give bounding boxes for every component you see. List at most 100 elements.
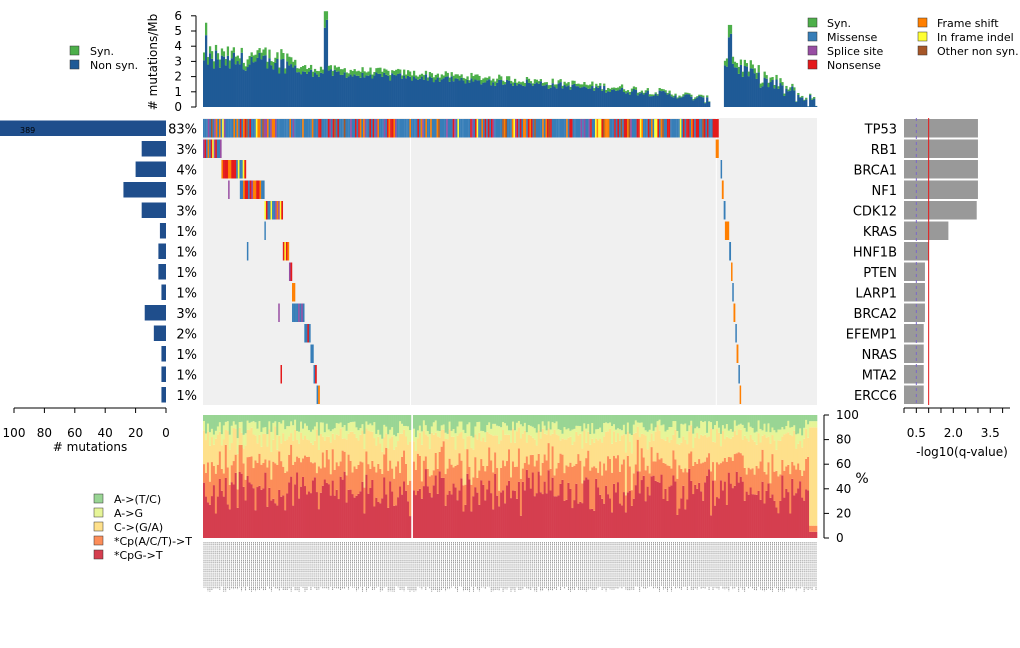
spectrum-segment: [660, 458, 663, 475]
tmb-bar-nonsyn: [603, 85, 606, 107]
spectrum-segment: [282, 466, 285, 496]
mutation-cell-tp53: [649, 119, 652, 138]
tmb-bar-nonsyn: [807, 106, 810, 107]
spectrum-segment: [238, 422, 241, 428]
gene-percent: 1%: [176, 286, 197, 301]
spectrum-segment: [650, 433, 653, 448]
spectrum-segment: [573, 428, 576, 442]
spectrum-segment: [371, 415, 374, 426]
spectrum-segment: [212, 415, 216, 435]
spectrum-segment: [692, 465, 695, 495]
spectrum-segment: [620, 505, 624, 538]
spectrum-segment: [478, 504, 481, 538]
mutation-cell-tp53: [516, 119, 519, 138]
tmb-bar-syn: [268, 49, 271, 59]
mutation-cell-tp53: [646, 119, 648, 138]
mutation-cell-tp53: [204, 119, 207, 138]
mutation-cell: [224, 160, 227, 179]
spectrum-segment: [567, 428, 570, 438]
mutation-cell-tp53: [388, 119, 391, 138]
mutation-cell-tp53: [609, 119, 612, 138]
tmb-bar-syn: [317, 71, 321, 77]
spectrum-segment: [315, 422, 319, 430]
spectrum-segment: [355, 437, 358, 469]
spectrum-segment: [490, 434, 493, 461]
tmb-bar-nonsyn: [690, 96, 693, 107]
spectrum-segment: [811, 421, 814, 428]
spectrum-segment: [660, 474, 663, 538]
spectrum-segment: [482, 465, 485, 485]
spectrum-segment: [620, 415, 624, 431]
spectrum-segment: [781, 475, 784, 538]
mutation-cell-cluster2: [735, 324, 737, 343]
spectrum-segment: [743, 467, 746, 501]
spectrum-segment: [573, 500, 576, 538]
mutation-cell-tp53: [670, 119, 672, 138]
mutation-cell-tp53: [372, 119, 375, 138]
mutation-cell-tp53: [227, 119, 229, 138]
tmb-bar-nonsyn: [203, 60, 206, 107]
spectrum-segment: [274, 463, 277, 504]
spectrum-segment: [543, 454, 546, 482]
spectrum-segment: [381, 473, 384, 499]
spectrum-segment: [264, 472, 267, 538]
spectrum-segment: [686, 415, 689, 432]
spectrum-segment: [670, 439, 673, 469]
spectrum-segment: [379, 415, 382, 435]
spectrum-segment: [624, 495, 628, 513]
tmb-bar-syn: [448, 77, 451, 82]
tmb-bar-nonsyn: [571, 84, 574, 107]
mutation-cell-tp53: [495, 119, 498, 138]
tmb-bar-syn: [508, 76, 511, 81]
spectrum-segment: [789, 513, 792, 538]
spectrum-segment: [304, 486, 307, 538]
tmb-bar-syn: [652, 94, 655, 96]
spectrum-segment: [464, 504, 467, 538]
tmb-bar-syn: [579, 84, 582, 88]
spectrum-segment: [351, 421, 354, 432]
spectrum-segment: [496, 435, 499, 469]
tmb-bar-syn: [466, 76, 469, 80]
spectrum-segment: [339, 428, 342, 462]
spectrum-segment: [272, 415, 275, 423]
spectrum-segment: [644, 435, 647, 471]
spectrum-segment: [474, 426, 477, 435]
tmb-bar-nonsyn: [626, 92, 630, 107]
spectrum-legend-swatch: [93, 549, 104, 560]
mutation-cell-tp53: [660, 119, 663, 138]
spectrum-segment: [399, 415, 402, 422]
spectrum-segment: [492, 415, 495, 424]
spectrum-segment: [638, 437, 642, 472]
spectrum-segment: [668, 466, 671, 487]
spectrum-segment: [203, 415, 206, 421]
tmb-bar-nonsyn: [668, 93, 671, 107]
mutation-cell: [315, 365, 317, 384]
tmb-bar-nonsyn: [640, 92, 644, 107]
spectrum-segment: [517, 448, 521, 482]
spectrum-segment: [510, 442, 513, 478]
tmb-bar-syn: [371, 74, 374, 79]
mutation-cell-tp53: [399, 119, 402, 138]
spectrum-segment: [605, 431, 608, 471]
tmb-bar-nonsyn: [480, 84, 483, 107]
spectrum-segment: [551, 433, 554, 447]
spectrum-segment: [446, 415, 449, 434]
spectrum-segment: [654, 431, 657, 462]
spectrum-segment: [575, 483, 578, 538]
spectrum-segment: [583, 415, 586, 424]
tmb-bar-nonsyn: [587, 88, 590, 107]
spectrum-segment: [775, 449, 778, 471]
spectrum-segment: [343, 471, 346, 538]
mutation-cell: [206, 139, 208, 158]
spectrum-segment: [357, 440, 360, 465]
tmb-bar-nonsyn: [442, 78, 445, 107]
mutation-cell: [269, 201, 271, 220]
tmb-bar-nonsyn: [565, 86, 568, 107]
mutation-cell-tp53: [387, 119, 389, 138]
spectrum-segment: [280, 461, 283, 497]
spectrum-segment: [654, 427, 657, 432]
spectrum-segment: [359, 428, 362, 435]
spectrum-segment: [599, 494, 602, 538]
spectrum-segment: [666, 436, 669, 466]
spectrum-segment: [761, 449, 764, 482]
